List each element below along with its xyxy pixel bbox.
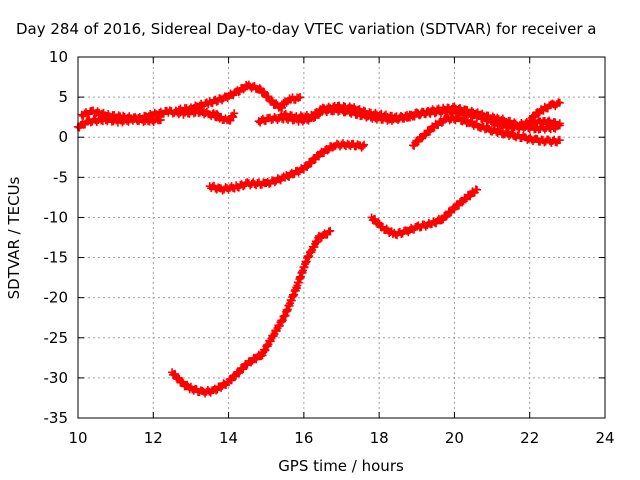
data-point [323, 146, 332, 155]
data-point [178, 377, 187, 386]
x-tick-label: 12 [144, 429, 163, 447]
chart-title: Day 284 of 2016, Sidereal Day-to-day VTE… [16, 20, 597, 38]
data-point [555, 98, 564, 107]
data-point [296, 93, 305, 102]
series-arc-deep-dip [168, 226, 335, 398]
data-points [74, 80, 564, 398]
y-tick-label: -20 [44, 289, 69, 307]
y-tick-label: -10 [44, 208, 69, 226]
x-tick-label: 18 [370, 429, 389, 447]
series-arc-mid-upper [277, 101, 564, 131]
y-tick-label: -30 [44, 369, 69, 387]
data-point [461, 195, 470, 204]
series-arc-late-rise [409, 113, 564, 150]
series-arc-early-lower [74, 114, 165, 132]
data-point [360, 140, 369, 149]
y-axis-label: SDTVAR / TECUs [5, 176, 23, 299]
data-point [247, 358, 256, 367]
data-point [421, 131, 430, 140]
series-arc-minus6 [205, 139, 369, 195]
data-point [555, 119, 564, 128]
x-tick-label: 10 [68, 429, 87, 447]
data-point [437, 118, 446, 127]
series-arc-minus12 [367, 185, 482, 240]
y-tick-label: -35 [44, 409, 69, 427]
data-point [255, 84, 264, 93]
y-tick-label: 5 [58, 88, 68, 106]
data-point [358, 142, 367, 151]
y-tick-label: 0 [58, 128, 68, 146]
data-point [230, 109, 239, 118]
x-tick-label: 20 [445, 429, 464, 447]
data-point [267, 96, 276, 105]
data-point [555, 136, 564, 145]
data-point [229, 113, 238, 122]
data-point [374, 218, 383, 227]
x-tick-label: 24 [595, 429, 614, 447]
x-tick-label: 14 [219, 429, 238, 447]
data-point [313, 109, 322, 118]
data-point [534, 109, 543, 118]
data-point [174, 373, 183, 382]
series-arc-peak-14 [171, 80, 305, 117]
data-point [156, 115, 165, 124]
y-tick-label: -25 [44, 329, 69, 347]
x-tick-label: 16 [294, 429, 313, 447]
data-point [473, 185, 482, 194]
data-point [554, 120, 563, 129]
data-point [294, 168, 303, 177]
x-tick-label: 22 [520, 429, 539, 447]
series-arc-late-upper [525, 98, 564, 125]
y-tick-label: -15 [44, 249, 69, 267]
y-tick-label: 10 [49, 48, 68, 66]
y-tick-label: -5 [53, 168, 68, 186]
plot-frame [77, 56, 606, 419]
data-point [270, 178, 279, 187]
y-axis-ticks: -35 -30 -25 -20 -15 -10 -5 0 5 10 [44, 48, 605, 427]
data-point [326, 226, 335, 235]
x-axis-label: GPS time / hours [278, 457, 404, 475]
x-axis-ticks: 10 12 14 16 18 20 22 24 [68, 57, 615, 447]
series-arc-small-14 [209, 109, 239, 125]
